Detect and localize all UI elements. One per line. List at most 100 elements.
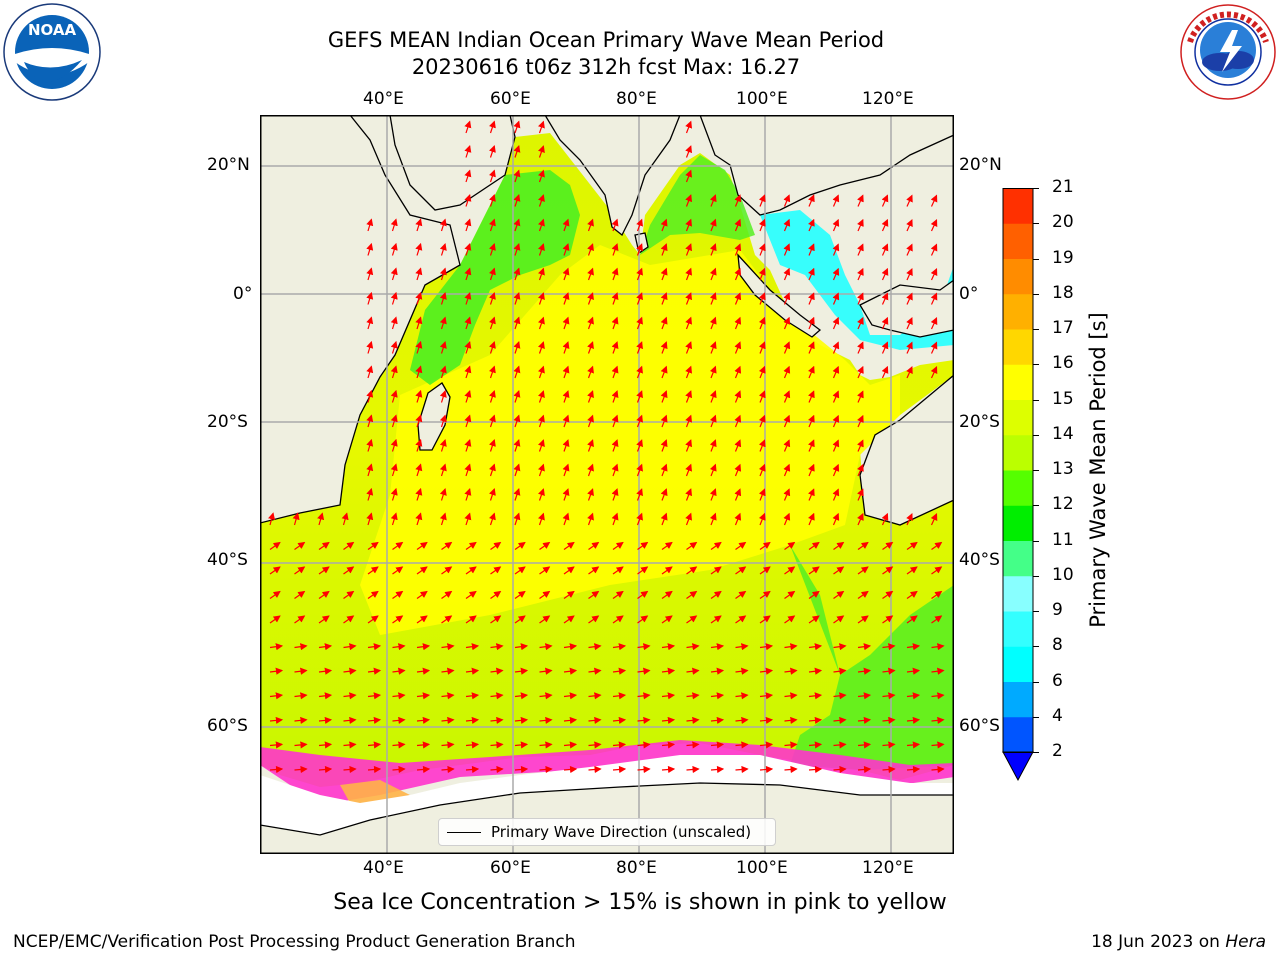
- wave-direction-arrow: [441, 692, 455, 700]
- wave-direction-arrow: [488, 218, 496, 232]
- wave-direction-arrow: [930, 194, 938, 207]
- wave-direction-arrow: [488, 193, 496, 207]
- wave-direction-arrow: [514, 566, 526, 575]
- colorbar-tick-mark: [1033, 752, 1039, 753]
- wave-direction-arrow: [857, 667, 872, 675]
- wave-direction-arrow: [906, 566, 918, 575]
- wave-direction-arrow: [415, 512, 423, 526]
- wave-direction-arrow: [832, 194, 840, 207]
- wave-direction-arrow: [660, 292, 668, 305]
- wave-direction-arrow: [343, 643, 357, 651]
- wave-direction-arrow: [415, 463, 423, 477]
- wave-direction-arrow: [637, 692, 651, 700]
- wave-direction-arrow: [390, 267, 398, 281]
- wave-direction-arrow: [636, 243, 643, 256]
- wave-direction-arrow: [710, 741, 725, 749]
- wave-direction-arrow: [366, 316, 374, 330]
- wave-direction-arrow: [832, 439, 840, 452]
- wave-direction-arrow: [930, 243, 938, 256]
- wave-direction-arrow: [513, 218, 521, 232]
- wave-direction-arrow: [758, 365, 766, 379]
- wave-direction-arrow: [661, 615, 673, 624]
- wave-direction-arrow: [906, 716, 921, 724]
- wave-direction-arrow: [488, 120, 496, 134]
- wave-direction-arrow: [636, 390, 643, 403]
- wave-direction-arrow: [390, 438, 398, 452]
- wave-direction-arrow: [464, 438, 472, 452]
- lon-label-top-120e: 120°E: [862, 89, 914, 109]
- colorbar-tick-mark: [1033, 399, 1039, 401]
- wave-direction-arrow: [538, 145, 545, 158]
- wave-direction-arrow: [366, 218, 374, 232]
- wave-direction-arrow: [464, 487, 472, 501]
- nws-logo: [1176, 2, 1280, 102]
- wave-direction-arrow: [783, 463, 791, 477]
- wave-direction-arrow: [612, 590, 624, 599]
- wave-direction-arrow: [709, 218, 717, 232]
- wave-direction-arrow: [734, 292, 742, 305]
- wave-direction-arrow: [930, 366, 938, 379]
- wave-direction-arrow: [759, 716, 774, 724]
- wave-direction-arrow: [563, 716, 578, 724]
- wave-direction-arrow: [857, 439, 864, 452]
- lat-label-left-0: 0°: [233, 284, 253, 304]
- wave-direction-arrow: [366, 267, 374, 281]
- wave-direction-arrow: [269, 716, 284, 724]
- map-panel[interactable]: [259, 114, 955, 855]
- wave-direction-arrow: [538, 316, 545, 330]
- wave-direction-arrows: [268, 120, 945, 774]
- wave-direction-arrow: [441, 566, 453, 575]
- wave-direction-arrow: [686, 716, 700, 724]
- wave-direction-arrow: [857, 414, 864, 428]
- wave-direction-arrow: [562, 439, 570, 452]
- wave-direction-arrow: [930, 341, 938, 354]
- wave-direction-arrow: [416, 692, 431, 700]
- wave-direction-arrow: [660, 414, 668, 428]
- wave-direction-arrow: [759, 566, 771, 575]
- wave-direction-arrow: [562, 292, 570, 305]
- wave-direction-arrow: [464, 389, 472, 403]
- wave-direction-arrow: [490, 615, 502, 624]
- wave-direction-arrow: [439, 267, 447, 281]
- wave-direction-arrow: [758, 292, 766, 305]
- wave-direction-arrow: [488, 463, 496, 477]
- wave-direction-arrow: [538, 463, 545, 477]
- wave-direction-arrow: [611, 341, 619, 354]
- colorbar-extend-triangle: [1002, 751, 1034, 782]
- wave-direction-arrow: [318, 765, 333, 774]
- wave-direction-arrow: [857, 566, 869, 575]
- lat-label-left-60s: 60°S: [207, 716, 248, 736]
- lat-label-left-40s: 40°S: [207, 550, 248, 570]
- wave-direction-arrow: [390, 242, 398, 256]
- wave-direction-arrow: [464, 291, 472, 305]
- wave-direction-arrow: [390, 340, 398, 354]
- wave-direction-arrow: [464, 512, 472, 526]
- wave-direction-arrow: [513, 291, 521, 305]
- colorbar-tick-mark: [1033, 681, 1039, 683]
- wave-direction-arrow: [759, 590, 771, 599]
- wave-direction-arrow: [661, 643, 676, 651]
- wave-direction-arrow: [784, 541, 796, 550]
- wave-direction-arrow: [538, 365, 545, 379]
- wave-direction-arrow: [931, 716, 945, 724]
- wave-direction-arrow: [416, 741, 431, 749]
- colorbar-segment: [1003, 611, 1033, 647]
- wave-direction-arrow: [514, 615, 526, 624]
- wave-direction-arrow: [366, 291, 374, 305]
- footer-date-text: 18 Jun 2023 on: [1091, 932, 1226, 952]
- wave-direction-arrow: [636, 488, 643, 501]
- wave-direction-arrow: [611, 218, 619, 232]
- wave-direction-arrow: [390, 316, 398, 330]
- wave-direction-arrow: [392, 667, 406, 675]
- wave-direction-arrow: [588, 716, 602, 724]
- wave-direction-arrow: [538, 512, 545, 526]
- wave-direction-arrow: [441, 667, 455, 675]
- wave-direction-arrow: [636, 439, 643, 452]
- wave-direction-arrow: [587, 316, 594, 330]
- wave-direction-arrow: [783, 488, 791, 501]
- wave-direction-arrow: [416, 541, 428, 550]
- wave-direction-arrow: [734, 365, 742, 379]
- colorbar-segment: [1003, 188, 1033, 224]
- wave-direction-arrow: [857, 692, 872, 700]
- wave-direction-arrow: [488, 316, 496, 330]
